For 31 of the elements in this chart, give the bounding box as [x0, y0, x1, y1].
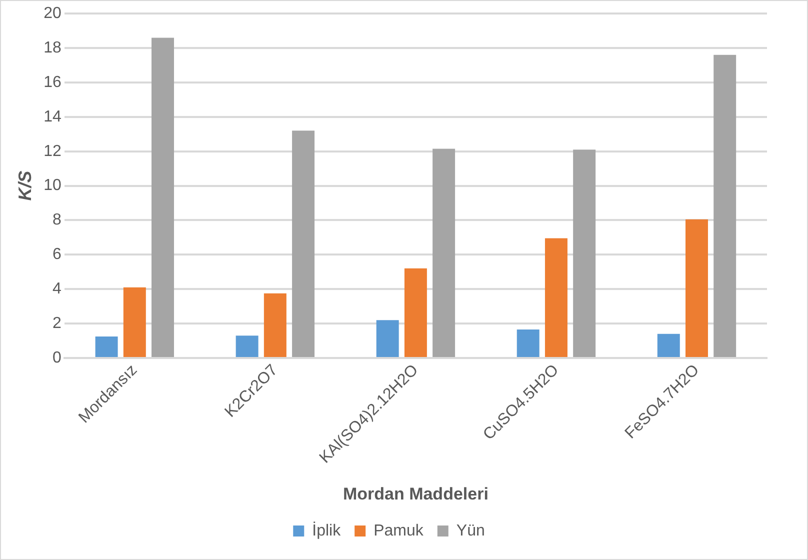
bar [714, 54, 736, 357]
y-tick-label: 6 [52, 246, 62, 264]
legend-label: İplik [312, 521, 342, 540]
bar [516, 330, 540, 357]
legend-label: Pamuk [374, 522, 424, 540]
y-tick-label: 4 [52, 280, 62, 298]
y-tick-label: 14 [44, 108, 62, 126]
bar [264, 293, 286, 357]
legend-label: Yün [456, 522, 485, 540]
bar [95, 336, 118, 357]
y-tick-label: 0 [52, 349, 62, 366]
bar [152, 38, 174, 357]
bar [573, 150, 596, 357]
y-tick-label: 18 [44, 39, 62, 56]
bar [404, 268, 427, 357]
y-tick-label: 12 [44, 142, 62, 160]
y-tick-label: 10 [44, 177, 62, 194]
bar [236, 336, 258, 357]
bar [376, 320, 399, 357]
y-tick-label: 8 [52, 212, 62, 229]
bar [544, 238, 568, 357]
y-axis-title: K/S [14, 170, 35, 201]
bar [686, 219, 708, 357]
bar [123, 287, 146, 357]
x-axis-title: Mordan Maddeleri [342, 484, 488, 504]
bar [432, 148, 456, 357]
y-tick-label: 16 [44, 74, 62, 91]
bar [292, 130, 315, 357]
bar [657, 334, 680, 357]
y-tick-label: 2 [52, 314, 62, 332]
y-tick-label: 20 [44, 5, 62, 22]
